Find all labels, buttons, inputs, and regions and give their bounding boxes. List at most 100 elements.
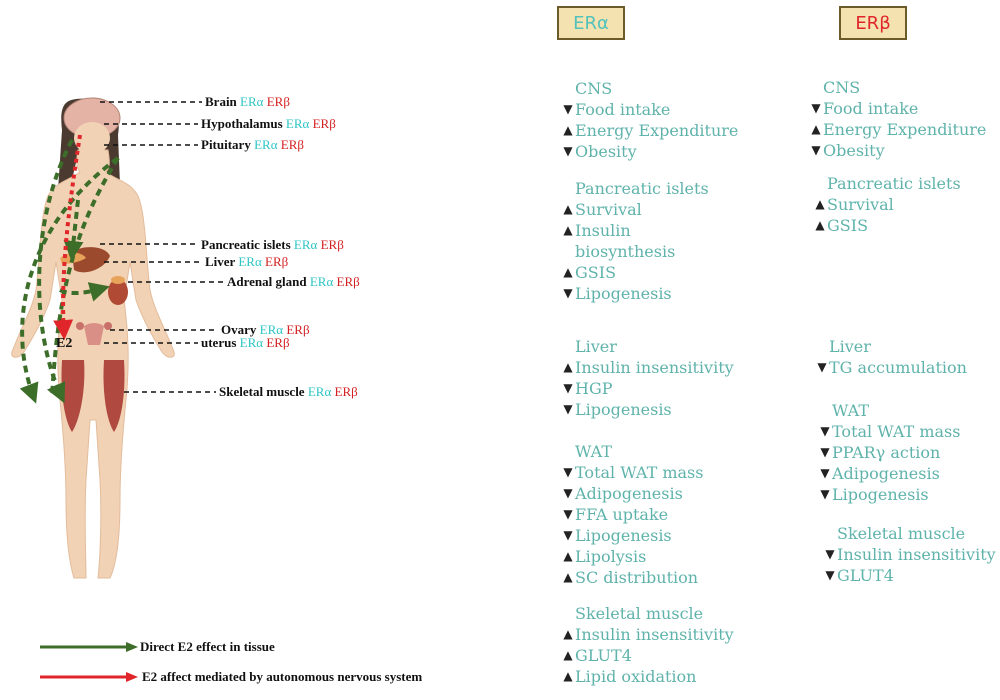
label-ovary: Ovary ERα ERβ — [221, 322, 310, 337]
arrow-down-icon: ▼ — [820, 424, 830, 438]
group-title: CNS — [823, 78, 861, 97]
effect-item: ▼ HGP — [563, 379, 613, 398]
effect-item: ▼ Adipogenesis — [820, 464, 940, 483]
effect-item: ▼ FFA uptake — [563, 505, 669, 524]
era-header: ERα — [557, 6, 625, 40]
arrow-down-icon: ▼ — [563, 381, 573, 395]
group-title: Pancreatic islets — [575, 179, 709, 198]
green-arrow-4 — [63, 199, 84, 261]
effect-item: ▲ GSIS — [563, 263, 617, 282]
group-title: WAT — [832, 401, 869, 420]
group-title: Skeletal muscle — [837, 524, 966, 543]
arrow-up-icon: ▲ — [563, 570, 573, 584]
effect-item: ▲ SC distribution — [563, 568, 699, 587]
face-shape — [74, 122, 110, 154]
arrow-up-icon: ▲ — [563, 265, 573, 279]
green-arrow-5 — [59, 282, 110, 302]
arrow-down-icon: ▼ — [563, 486, 573, 500]
era-muscle-group: Skeletal muscle ▲ Insulin insensitivity ▲… — [562, 603, 734, 687]
leader-lines — [100, 101, 224, 393]
arrow-down-icon: ▼ — [563, 286, 573, 300]
label-hypothalamus: Hypothalamus ERα ERβ — [201, 116, 336, 131]
label-pituitary: Pituitary ERα ERβ — [201, 137, 304, 152]
effect-item: ▼ Lipogenesis — [563, 526, 672, 545]
arrow-down-icon: ▼ — [811, 143, 821, 157]
group-title: Pancreatic islets — [827, 174, 961, 193]
effect-item: ▲ Energy Expenditure — [563, 121, 739, 140]
e2-label: E2 — [56, 336, 72, 351]
ovary-right — [104, 322, 112, 330]
erb-pancreas-group: Pancreatic islets ▲ Survival ▲ GSIS — [814, 173, 961, 236]
effect-item: ▲ Lipid oxidation — [563, 667, 697, 686]
body-silhouette — [11, 149, 175, 579]
effect-item: ▼ Obesity — [563, 142, 637, 161]
era-liver-group: Liver ▲ Insulin insensitivity ▼ HGP ▼ Lipog… — [562, 336, 733, 420]
human-body-illustration: E2 — [11, 97, 224, 579]
arrow-up-icon: ▲ — [811, 122, 821, 136]
ovary-left — [76, 322, 84, 330]
effect-item: ▲ Energy Expenditure — [811, 120, 987, 139]
effect-item: ▼ Food intake — [811, 99, 919, 118]
arrow-down-icon: ▼ — [563, 402, 573, 416]
label-uterus: uterus ERα ERβ — [201, 335, 290, 350]
erb-wat-group: WAT ▼ Total WAT mass ▼ PPARγ action ▼ Adipo… — [819, 400, 960, 505]
effect-item: ▲ Lipolysis — [563, 547, 647, 566]
effect-item: ▲ Insulin insensitivity — [563, 625, 734, 644]
arrow-down-icon: ▼ — [817, 360, 827, 374]
adrenal-shape — [111, 276, 125, 284]
effect-item: ▼ Total WAT mass — [563, 463, 704, 482]
group-title: Liver — [575, 337, 617, 356]
group-title: Skeletal muscle — [575, 604, 704, 623]
label-pancreatic-islets: Pancreatic islets ERα ERβ — [201, 237, 344, 252]
erb-muscle-group: Skeletal muscle ▼ Insulin insensitivity ▼… — [824, 523, 996, 586]
arrow-down-icon: ▼ — [820, 487, 830, 501]
arrow-down-icon: ▼ — [563, 102, 573, 116]
red-arrow — [53, 134, 82, 340]
era-wat-group: WAT ▼ Total WAT mass ▼ Adipogenesis ▼ FFA u… — [562, 441, 703, 588]
effect-item: ▲ Survival — [815, 195, 894, 214]
effect-item: ▲ GSIS — [815, 216, 869, 235]
arrow-down-icon: ▼ — [563, 465, 573, 479]
effect-item: ▼ Lipogenesis — [820, 485, 929, 504]
arrow-up-icon: ▲ — [563, 202, 573, 216]
arrow-up-icon: ▲ — [815, 218, 825, 232]
effect-item: ▼ Food intake — [563, 100, 671, 119]
arrow-down-icon: ▼ — [811, 101, 821, 115]
effect-item: ▼ Total WAT mass — [820, 422, 961, 441]
legend-autonomic-label: E2 affect mediated by autonomous nervous… — [142, 669, 423, 684]
arrow-down-icon: ▼ — [563, 528, 573, 542]
arrow-up-icon: ▲ — [563, 223, 573, 237]
kidney-shape — [108, 279, 128, 305]
arrow-down-icon: ▼ — [820, 445, 830, 459]
effect-item: ▼ Lipogenesis — [563, 284, 672, 303]
arrow-up-icon: ▲ — [563, 549, 573, 563]
effect-item: ▲ GLUT4 — [563, 646, 632, 665]
legend-autonomic-arrow — [40, 672, 138, 682]
erb-liver-group: Liver ▼ TG accumulation — [816, 336, 967, 378]
label-brain: Brain ERα ERβ — [205, 94, 290, 109]
left-thigh-muscle — [61, 360, 85, 432]
era-pancreas-group: Pancreatic islets ▲ Survival ▲ Insulin bio… — [562, 178, 709, 304]
effect-item: ▼ PPARγ action — [820, 443, 941, 462]
arrow-up-icon: ▲ — [563, 360, 573, 374]
legend-direct-label: Direct E2 effect in tissue — [140, 639, 275, 654]
group-title: CNS — [575, 79, 613, 98]
effect-item: ▼ Lipogenesis — [563, 400, 672, 419]
arrow-down-icon: ▼ — [563, 144, 573, 158]
arrow-down-icon: ▼ — [825, 568, 835, 582]
erb-header: ERβ — [839, 6, 907, 40]
effect-item: ▼ GLUT4 — [825, 566, 894, 585]
group-title: WAT — [575, 442, 612, 461]
arrow-down-icon: ▼ — [825, 547, 835, 561]
effect-item: ▼ TG accumulation — [817, 358, 967, 377]
arrow-up-icon: ▲ — [563, 123, 573, 137]
label-adrenal-gland: Adrenal gland ERα ERβ — [227, 274, 360, 289]
uterus-shape — [84, 323, 104, 345]
effect-item-continuation: biosynthesis — [575, 242, 676, 261]
effect-item: ▼ Insulin insensitivity — [825, 545, 996, 564]
label-skeletal-muscle: Skeletal muscle ERα ERβ — [219, 384, 358, 399]
arrow-down-icon: ▼ — [820, 466, 830, 480]
effect-item: ▲ Insulin — [563, 221, 631, 240]
effect-item: ▼ Adipogenesis — [563, 484, 683, 503]
